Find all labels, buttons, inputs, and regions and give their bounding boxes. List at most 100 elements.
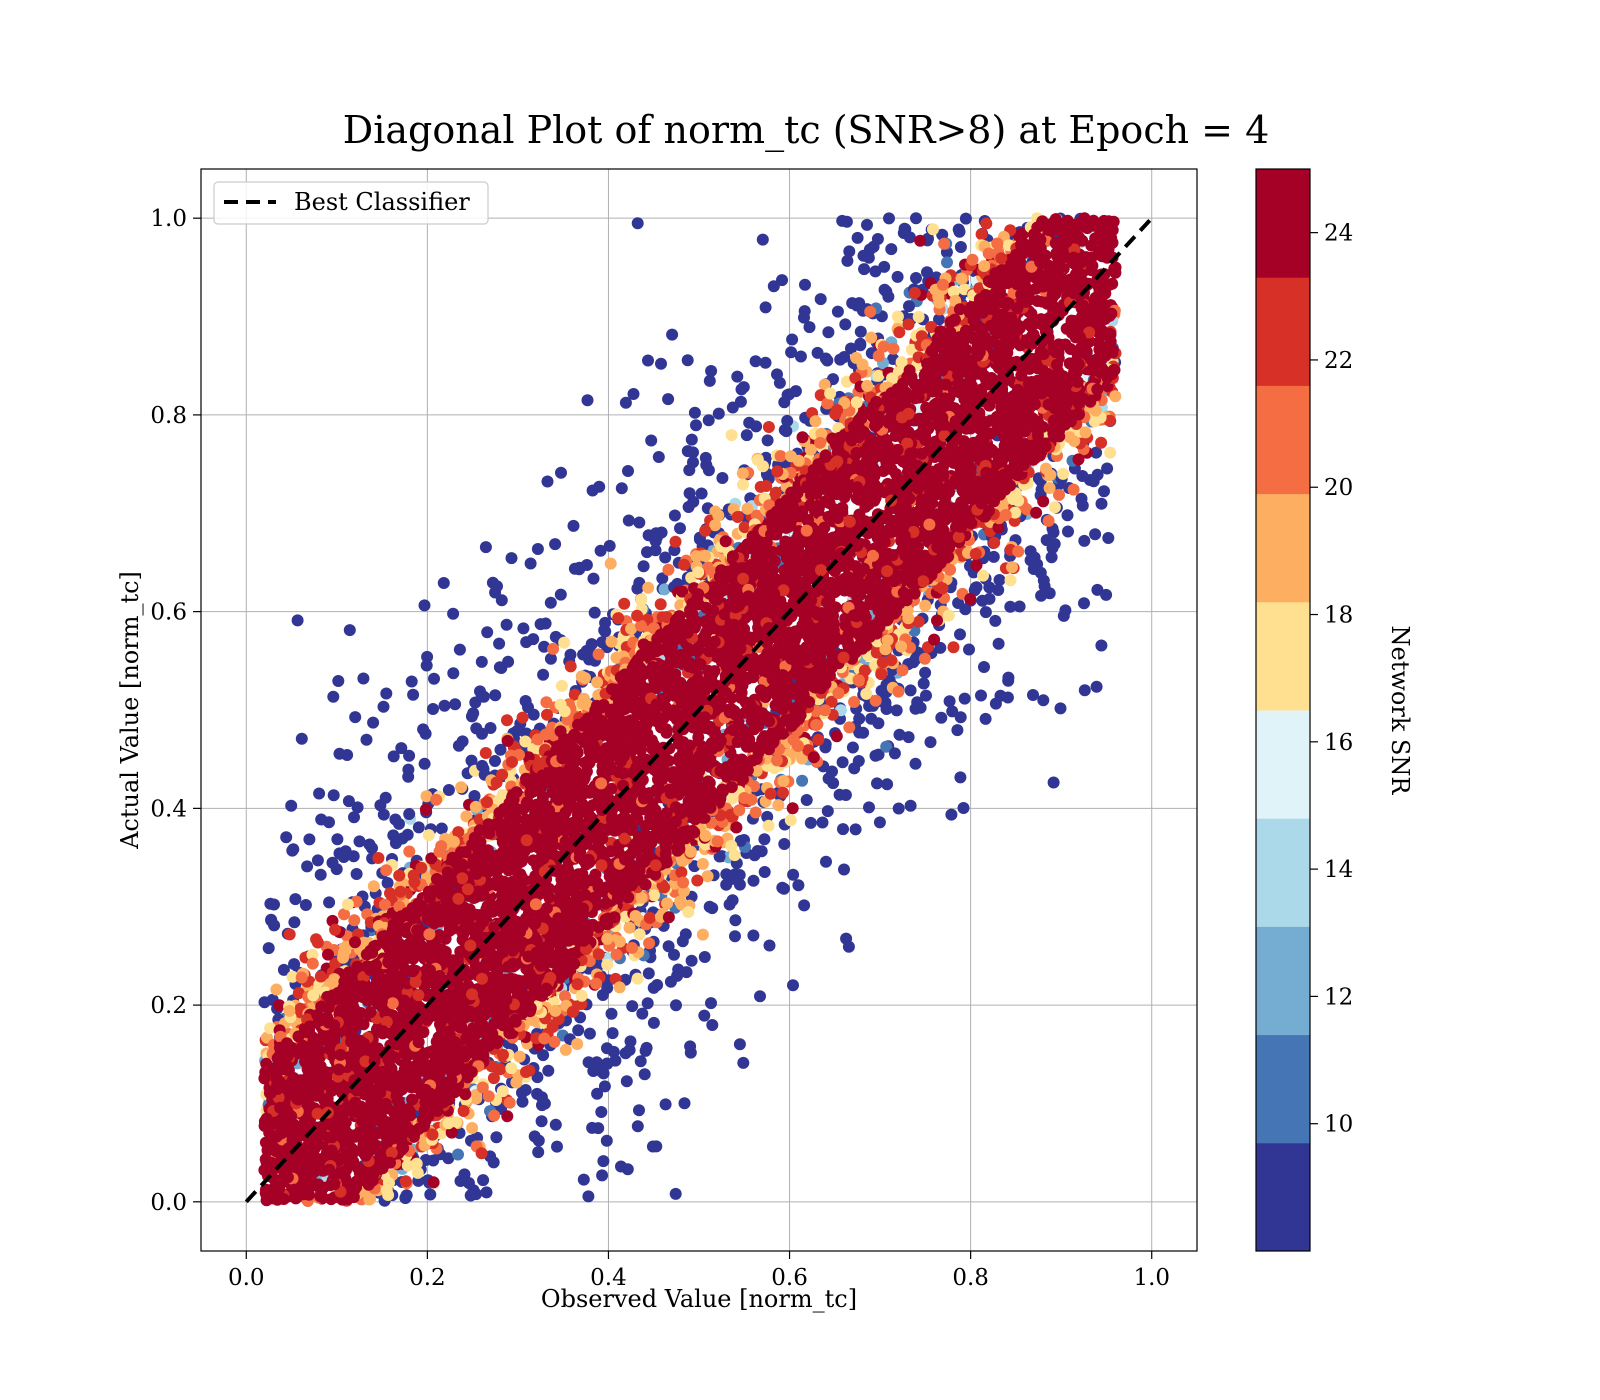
scatter-point (787, 868, 800, 881)
scatter-point (892, 802, 905, 815)
scatter-point (433, 845, 446, 858)
scatter-point (792, 454, 805, 467)
scatter-point (481, 796, 493, 809)
scatter-point (858, 263, 871, 276)
scatter-point (401, 1159, 414, 1172)
scatter-point (597, 1155, 610, 1168)
scatter-point (942, 609, 955, 622)
scatter-point (453, 643, 466, 656)
scatter-point (322, 948, 334, 961)
scatter-point (490, 776, 503, 789)
scatter-point (927, 223, 939, 236)
scatter-point (598, 1080, 611, 1093)
scatter-point (631, 1120, 644, 1133)
scatter-point (329, 923, 342, 936)
scatter-point (661, 897, 674, 910)
scatter-point (629, 910, 642, 922)
scatter-point (330, 863, 343, 876)
scatter-point (690, 419, 702, 432)
scatter-point (1100, 588, 1113, 601)
scatter-point (970, 559, 983, 572)
scatter-point (771, 754, 783, 767)
scatter-point (516, 711, 529, 724)
scatter-point (1048, 501, 1061, 514)
scatter-point (333, 847, 346, 860)
scatter-point (1076, 470, 1089, 482)
scatter-point (393, 817, 405, 830)
scatter-point (442, 1117, 455, 1130)
scatter-point (291, 614, 304, 627)
scatter-point (591, 676, 604, 689)
scatter-point (519, 695, 532, 707)
scatter-point (349, 711, 362, 724)
scatter-point (784, 814, 797, 827)
scatter-point (427, 703, 439, 715)
scatter-point (645, 434, 658, 447)
scatter-point (528, 1130, 541, 1143)
scatter-point (1027, 689, 1039, 701)
scatter-point (343, 624, 356, 637)
scatter-point (776, 274, 788, 287)
scatter-point (977, 569, 989, 582)
scatter-point (836, 756, 849, 769)
scatter-point (713, 850, 726, 863)
scatter-point (418, 599, 431, 612)
scatter-point (854, 325, 867, 338)
scatter-point (677, 876, 690, 889)
scatter-point (633, 928, 646, 941)
scatter-point (1067, 483, 1080, 496)
scatter-point (1101, 462, 1114, 475)
scatter-point (1045, 551, 1058, 564)
scatter-point (315, 813, 328, 826)
scatter-point (372, 852, 385, 864)
scatter-point (917, 677, 930, 690)
scatter-point (342, 795, 355, 808)
scatter-point (554, 698, 567, 711)
scatter-point (853, 297, 866, 310)
scatter-point (327, 789, 340, 802)
scatter-point (1004, 600, 1017, 613)
scatter-point (938, 237, 951, 250)
scatter-point (605, 1007, 618, 1020)
scatter-point (777, 775, 790, 787)
scatter-point (880, 285, 893, 298)
scatter-point (332, 675, 345, 687)
scatter-point (544, 652, 557, 665)
scatter-point (542, 1064, 555, 1077)
scatter-point (792, 740, 804, 752)
scatter-point (594, 544, 607, 557)
scatter-point (488, 1109, 501, 1122)
scatter-point (811, 346, 824, 359)
scatter-point (749, 806, 762, 819)
scatter-point (1012, 545, 1025, 558)
scatter-point (1091, 583, 1104, 596)
scatter-point (849, 823, 862, 836)
scatter-point (696, 857, 709, 870)
scatter-point (1061, 509, 1074, 522)
scatter-point (496, 1085, 509, 1098)
scatter-point (850, 396, 863, 409)
scatter-point (604, 557, 617, 570)
scatter-point (633, 516, 646, 529)
scatter-point (758, 866, 771, 878)
scatter-point (277, 963, 290, 976)
scatter-point (902, 731, 915, 744)
scatter-point (819, 704, 831, 717)
scatter-point (572, 1024, 585, 1037)
scatter-point (380, 687, 393, 700)
scatter-point (982, 247, 995, 260)
scatter-point (666, 328, 679, 341)
scatter-point (837, 823, 849, 836)
scatter-point (377, 808, 390, 821)
scatter-point (966, 253, 979, 266)
scatter-point (547, 642, 560, 655)
scatter-point (756, 233, 769, 246)
scatter-point (668, 509, 681, 522)
scatter-point (796, 774, 809, 787)
scatter-point (592, 1122, 605, 1135)
scatter-point (558, 636, 571, 649)
scatter-point (538, 640, 551, 653)
scatter-point (641, 997, 654, 1010)
scatter-point (774, 450, 787, 463)
